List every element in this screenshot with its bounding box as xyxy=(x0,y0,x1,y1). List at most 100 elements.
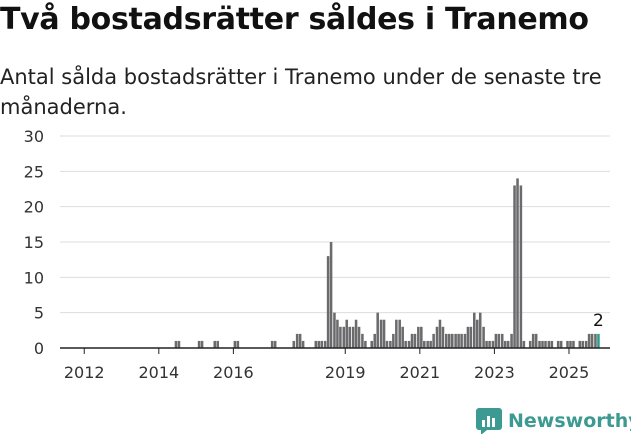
bar xyxy=(432,333,435,348)
bar xyxy=(556,340,560,348)
newsworthy-logo: Newsworthy xyxy=(476,408,631,434)
bar xyxy=(500,333,504,348)
bar xyxy=(538,340,541,348)
bar xyxy=(463,333,467,348)
bar xyxy=(398,319,401,348)
bar xyxy=(292,340,296,348)
bar xyxy=(197,340,201,348)
bars xyxy=(174,178,600,348)
bar xyxy=(469,326,473,348)
bar xyxy=(534,333,538,348)
bar-latest xyxy=(597,333,600,348)
x-tick-label: 2016 xyxy=(213,363,254,382)
brand-name: Newsworthy xyxy=(508,410,631,432)
x-tick-label: 2023 xyxy=(474,363,515,382)
bar xyxy=(426,340,429,348)
bar xyxy=(348,326,351,348)
bar xyxy=(423,340,426,348)
y-tick-label: 0 xyxy=(34,339,44,358)
bar xyxy=(541,340,544,348)
bar xyxy=(323,340,327,348)
bar xyxy=(216,340,219,348)
bar xyxy=(550,340,554,348)
bar xyxy=(547,340,551,348)
bar xyxy=(506,340,510,348)
bar xyxy=(528,340,532,348)
bar xyxy=(466,326,470,348)
x-axis-ticks: 2012 2014 2016 2019 2021 2023 2025 xyxy=(64,348,589,382)
bar xyxy=(326,256,330,348)
bar xyxy=(522,340,526,348)
bar xyxy=(273,340,277,348)
x-tick-label: 2025 xyxy=(549,363,590,382)
bar xyxy=(329,242,333,348)
bar xyxy=(544,340,547,348)
bar xyxy=(510,333,513,348)
bar xyxy=(401,326,404,348)
bar xyxy=(404,340,407,348)
bar xyxy=(342,326,346,348)
bar xyxy=(339,326,342,348)
bar xyxy=(457,333,460,348)
bar xyxy=(392,333,395,348)
y-tick-label: 10 xyxy=(24,268,44,287)
bar xyxy=(301,340,305,348)
bar xyxy=(233,340,237,348)
bar xyxy=(357,326,361,348)
bar xyxy=(494,333,498,348)
bar xyxy=(379,319,383,348)
x-tick-label: 2012 xyxy=(64,363,105,382)
bar xyxy=(441,326,445,348)
bar xyxy=(572,340,575,348)
bar xyxy=(376,312,379,348)
bar xyxy=(382,319,386,348)
bar xyxy=(448,333,451,348)
bar xyxy=(295,333,299,348)
bar xyxy=(336,319,339,348)
bar xyxy=(361,333,364,348)
bar xyxy=(482,326,485,348)
bar xyxy=(503,340,507,348)
bar xyxy=(354,319,358,348)
bar xyxy=(475,319,479,348)
chart-subtitle: Antal sålda bostadsrätter i Tranemo unde… xyxy=(0,65,602,119)
bar xyxy=(578,340,582,348)
bar xyxy=(370,340,373,348)
bar xyxy=(497,333,501,348)
bar xyxy=(177,340,181,348)
bar xyxy=(395,319,398,348)
bar xyxy=(333,312,336,348)
bar xyxy=(373,333,376,348)
y-tick-label: 20 xyxy=(24,198,44,217)
bar xyxy=(519,185,523,348)
bar xyxy=(314,340,318,348)
bar xyxy=(364,340,367,348)
bar xyxy=(410,333,414,348)
last-value-label: 2 xyxy=(593,311,604,331)
bar xyxy=(516,178,519,348)
bar xyxy=(351,326,355,348)
y-tick-label: 15 xyxy=(24,233,44,252)
y-tick-label: 25 xyxy=(24,162,44,181)
x-tick-label: 2014 xyxy=(138,363,179,382)
bar xyxy=(174,340,178,348)
bar xyxy=(435,326,439,348)
bar xyxy=(420,326,423,348)
gridlines xyxy=(60,135,610,314)
y-axis-ticks: 0 5 10 15 20 25 30 xyxy=(24,127,44,358)
bar xyxy=(485,340,488,348)
bar xyxy=(345,319,349,348)
bar xyxy=(584,340,588,348)
newsworthy-chart-logo-icon xyxy=(476,408,502,434)
bar xyxy=(413,333,417,348)
bar xyxy=(587,333,591,348)
bar xyxy=(491,340,495,348)
bar xyxy=(488,340,491,348)
bar xyxy=(213,340,217,348)
bar xyxy=(429,340,432,348)
bar xyxy=(478,312,482,348)
y-tick-label: 5 xyxy=(34,304,44,323)
bar xyxy=(559,340,563,348)
chart-title: Två bostadsrätter såldes i Tranemo xyxy=(0,2,589,37)
